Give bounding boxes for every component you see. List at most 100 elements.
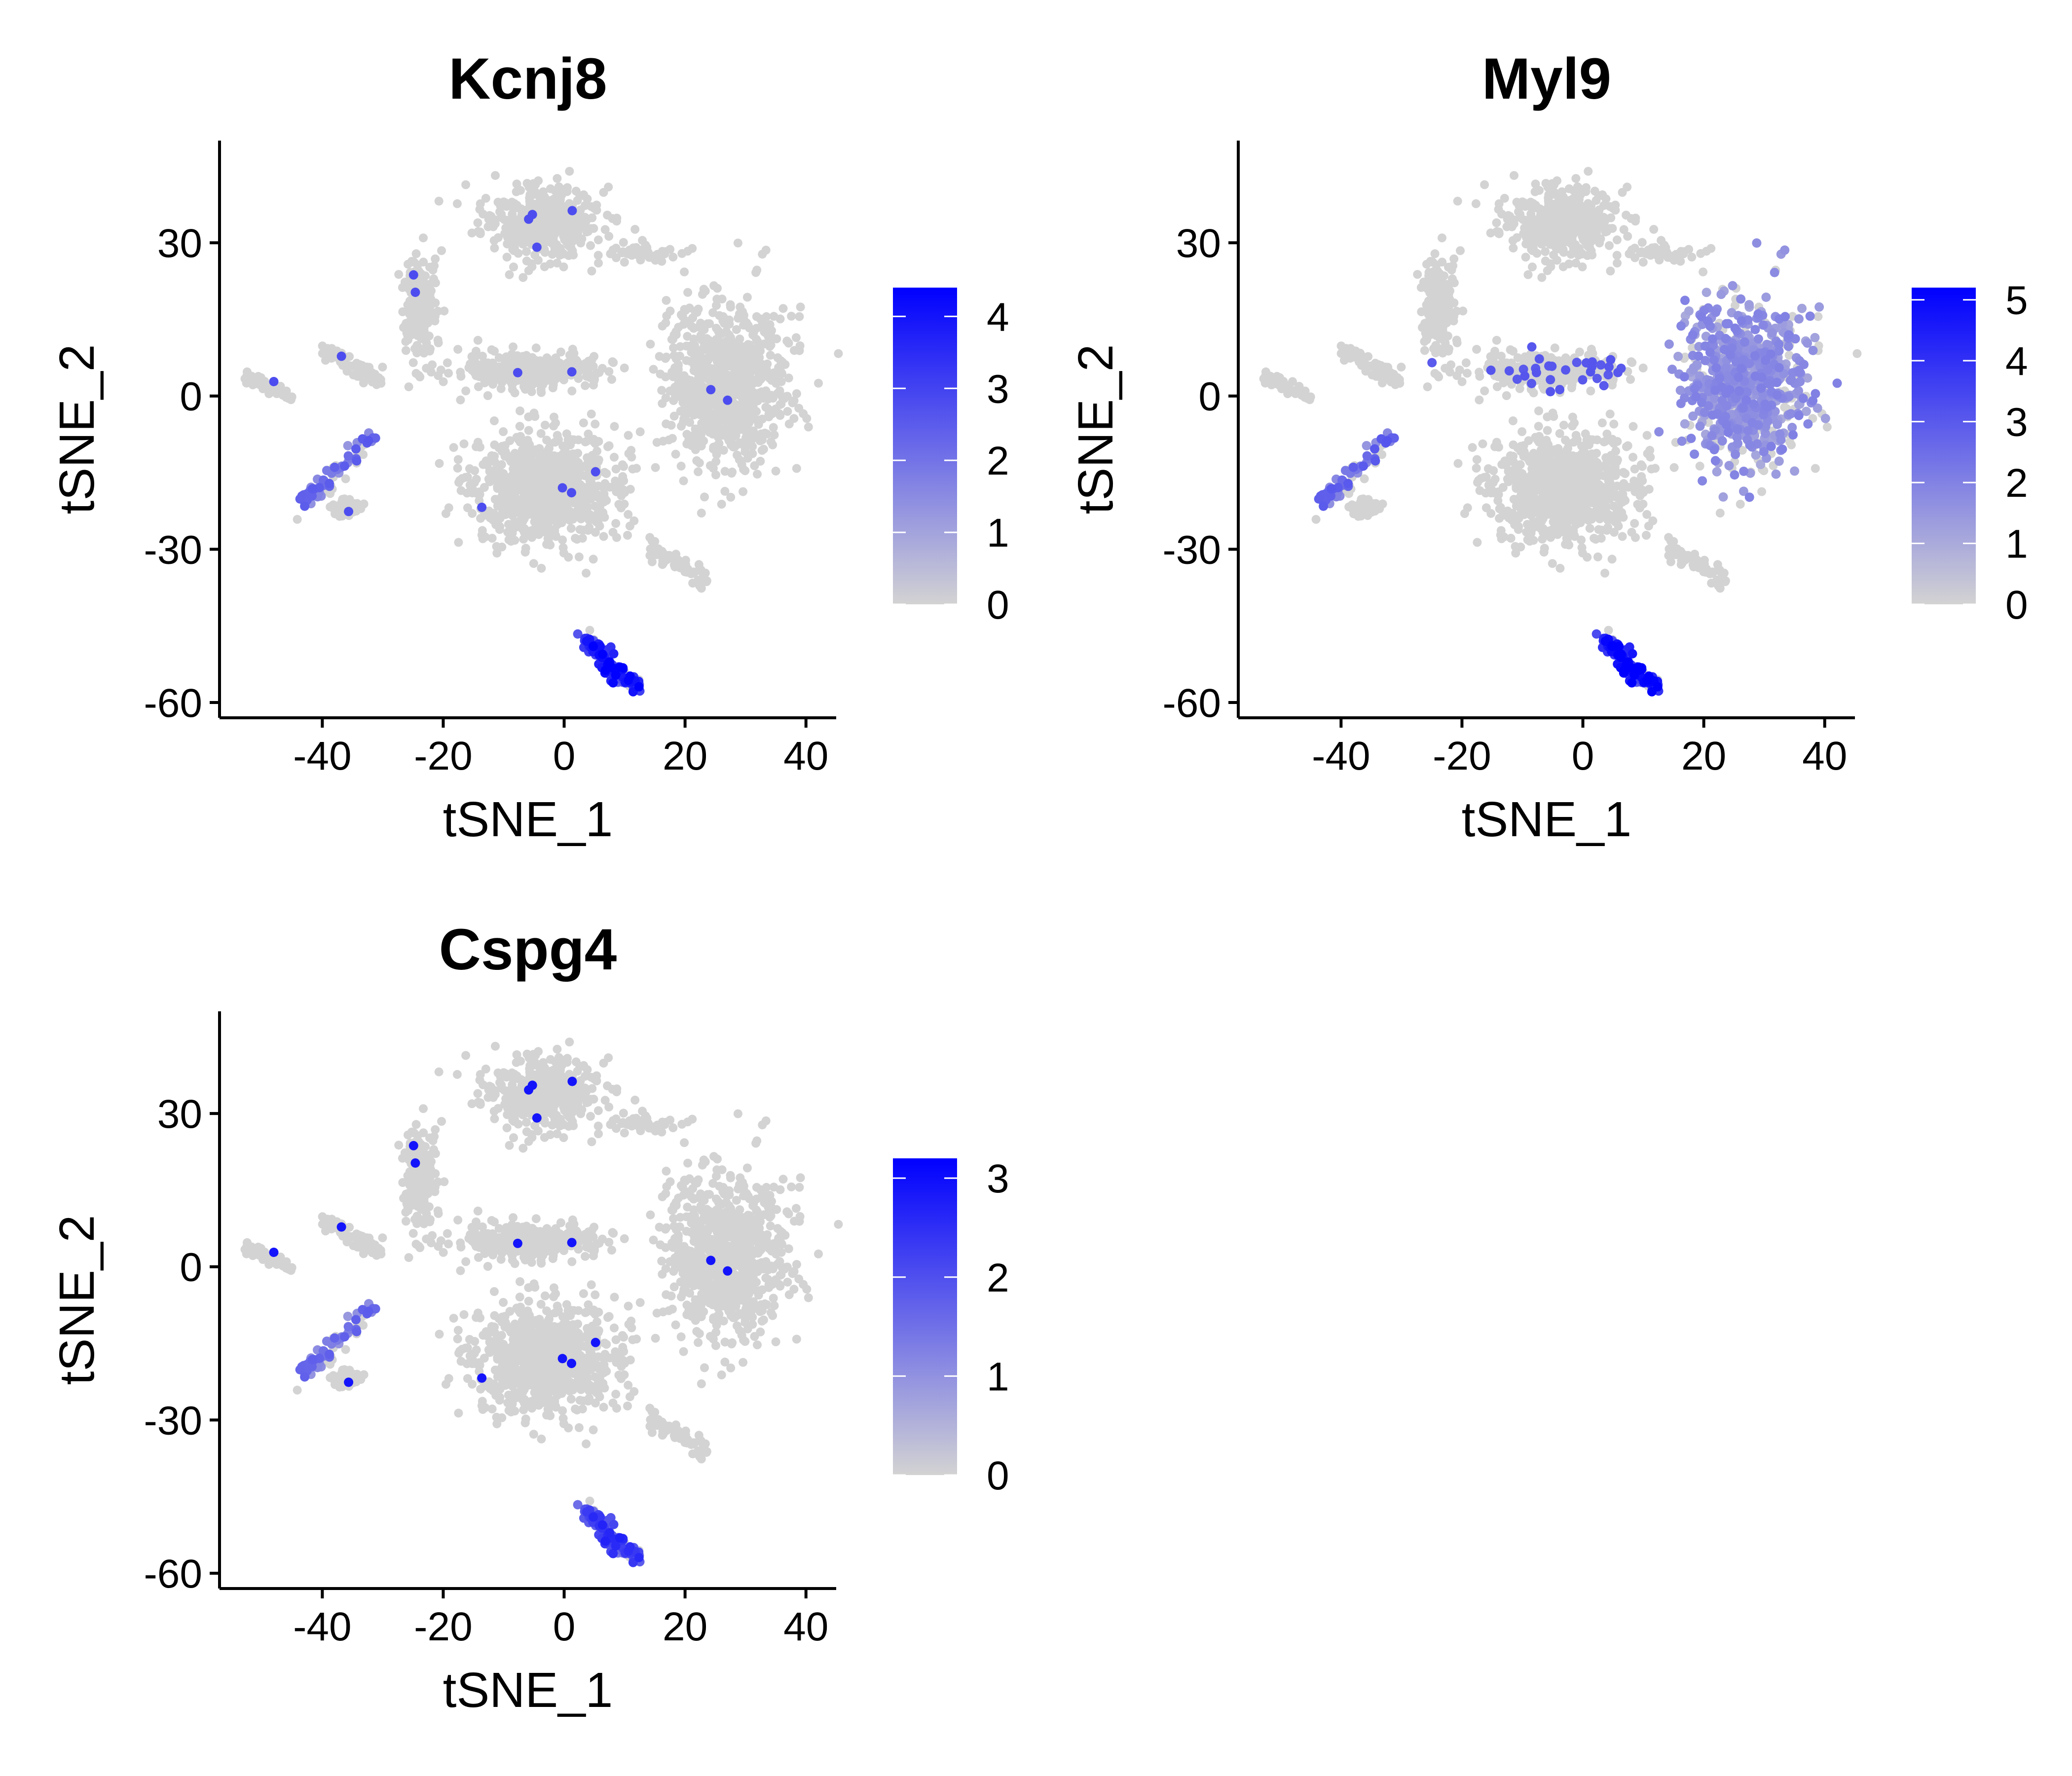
scatter-point	[776, 366, 785, 375]
scatter-point	[1508, 416, 1517, 425]
scatter-point	[752, 407, 761, 416]
scatter-point	[1585, 207, 1594, 216]
scatter-point	[435, 459, 444, 468]
scatter-point	[1531, 233, 1541, 242]
scatter-point	[1590, 186, 1599, 196]
scatter-point	[409, 301, 419, 311]
scatter-point	[1502, 391, 1511, 400]
scatter-point	[1391, 374, 1401, 384]
scatter-point	[1585, 524, 1594, 533]
scatter-point	[1618, 532, 1627, 541]
scatter-point	[439, 377, 448, 386]
scatter-point	[497, 210, 506, 219]
scatter-point	[546, 540, 555, 550]
scatter-point	[1475, 371, 1484, 381]
scatter-point	[1438, 233, 1446, 243]
scatter-point	[1522, 527, 1531, 537]
scatter-point	[668, 334, 678, 344]
scatter-point	[591, 419, 600, 429]
scatter-point	[602, 469, 611, 478]
scatter-point	[594, 259, 603, 268]
scatter-point	[478, 351, 487, 361]
scatter-point	[372, 374, 382, 384]
scatter-point	[1567, 383, 1576, 393]
scatter-point	[1558, 262, 1568, 271]
scatter-point	[656, 370, 665, 379]
scatter-point	[402, 319, 411, 328]
scatter-point	[425, 315, 435, 324]
scatter-point	[605, 657, 615, 667]
scatter-point	[678, 312, 687, 321]
scatter-point	[434, 371, 443, 380]
scatter-point	[1453, 196, 1462, 206]
scatter-point	[535, 444, 544, 453]
scatter-point	[584, 429, 593, 439]
scatter-point	[473, 363, 482, 372]
scatter-point	[576, 238, 586, 248]
scatter-point	[1622, 211, 1631, 220]
scatter-point	[658, 399, 667, 408]
scatter-point	[662, 296, 671, 305]
scatter-point	[531, 487, 541, 496]
scatter-point	[505, 270, 514, 279]
scatter-point	[1548, 559, 1557, 568]
scatter-point	[733, 414, 742, 424]
scatter-point	[1551, 243, 1560, 252]
scatter-point	[483, 391, 492, 400]
scatter-point	[795, 312, 804, 321]
scatter-point	[1630, 253, 1640, 262]
scatter-point	[1623, 232, 1632, 241]
scatter-point	[657, 386, 666, 395]
scatter-point	[690, 351, 700, 360]
scatter-point	[1621, 496, 1630, 505]
scatter-point	[1594, 525, 1603, 534]
scatter-point	[411, 249, 421, 259]
scatter-point	[709, 370, 719, 380]
x-tick-label: -20	[414, 734, 473, 778]
scatter-point	[588, 456, 597, 466]
scatter-point	[1612, 235, 1622, 245]
scatter-point	[502, 229, 511, 239]
legend-label: 4	[987, 295, 1009, 339]
scatter-point	[730, 442, 740, 451]
scatter-point	[1813, 312, 1823, 321]
scatter-point	[537, 196, 547, 205]
scatter-point	[561, 469, 571, 478]
scatter-point	[549, 412, 558, 422]
scatter-point	[1571, 259, 1581, 268]
scatter-point	[1609, 419, 1619, 429]
scatter-point	[753, 355, 762, 364]
scatter-point	[695, 580, 704, 590]
scatter-point	[419, 348, 429, 358]
scatter-point	[1631, 214, 1640, 223]
scatter-point	[1642, 531, 1651, 540]
scatter-point	[498, 442, 507, 451]
scatter-point	[716, 338, 725, 348]
scatter-point	[620, 363, 629, 372]
scatter-point	[587, 409, 596, 419]
scatter-point	[456, 371, 466, 381]
scatter-point	[749, 328, 758, 337]
scatter-point	[1480, 386, 1489, 396]
scatter-point	[1628, 452, 1637, 462]
scatter-point	[531, 180, 540, 189]
scatter-point	[610, 422, 619, 431]
scatter-point	[770, 430, 779, 440]
scatter-point	[490, 215, 500, 224]
scatter-point	[574, 374, 583, 383]
scatter-point	[552, 366, 561, 375]
scatter-point	[1417, 307, 1426, 316]
x-tick-label: 20	[663, 734, 707, 778]
scatter-point	[789, 396, 799, 406]
scatter-point	[499, 427, 508, 436]
scatter-point	[593, 251, 603, 260]
scatter-point	[1644, 521, 1653, 531]
scatter-point	[343, 441, 353, 450]
scatter-point	[1669, 463, 1679, 472]
scatter-point	[733, 385, 742, 395]
scatter-point	[1687, 253, 1697, 262]
scatter-point	[1577, 442, 1586, 451]
scatter-point	[514, 502, 523, 511]
scatter-point	[415, 372, 425, 382]
